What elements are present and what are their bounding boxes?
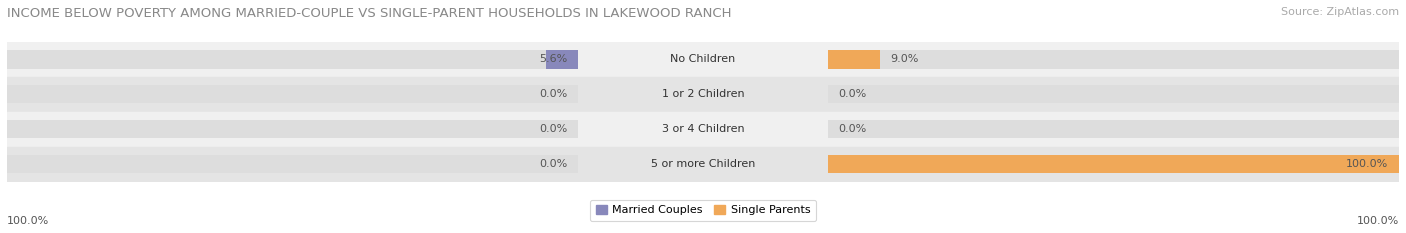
Bar (828, 155, 1399, 173)
Text: 5.6%: 5.6% (538, 55, 567, 64)
Bar (546, 50, 578, 69)
Text: 1 or 2 Children: 1 or 2 Children (662, 89, 744, 99)
Text: 100.0%: 100.0% (7, 216, 49, 226)
Bar (828, 50, 1399, 69)
Text: 0.0%: 0.0% (839, 124, 868, 134)
Bar (828, 120, 1399, 138)
Bar (7, 50, 578, 69)
Text: 0.0%: 0.0% (538, 124, 567, 134)
Text: Source: ZipAtlas.com: Source: ZipAtlas.com (1281, 7, 1399, 17)
Text: 0.0%: 0.0% (839, 89, 868, 99)
Text: 5 or more Children: 5 or more Children (651, 159, 755, 169)
Bar (828, 155, 1399, 173)
Bar (7, 112, 1399, 147)
Text: No Children: No Children (671, 55, 735, 64)
Bar (7, 120, 578, 138)
Text: 0.0%: 0.0% (538, 159, 567, 169)
Legend: Married Couples, Single Parents: Married Couples, Single Parents (591, 200, 815, 221)
Bar (7, 42, 1399, 77)
Text: 9.0%: 9.0% (890, 55, 918, 64)
Text: 3 or 4 Children: 3 or 4 Children (662, 124, 744, 134)
Bar (7, 147, 1399, 182)
Text: 100.0%: 100.0% (1357, 216, 1399, 226)
Bar (7, 85, 578, 103)
Text: 100.0%: 100.0% (1347, 159, 1389, 169)
Text: 0.0%: 0.0% (538, 89, 567, 99)
Bar (7, 155, 578, 173)
Text: INCOME BELOW POVERTY AMONG MARRIED-COUPLE VS SINGLE-PARENT HOUSEHOLDS IN LAKEWOO: INCOME BELOW POVERTY AMONG MARRIED-COUPL… (7, 7, 731, 20)
Bar (828, 50, 880, 69)
Bar (7, 77, 1399, 112)
Bar (828, 85, 1399, 103)
